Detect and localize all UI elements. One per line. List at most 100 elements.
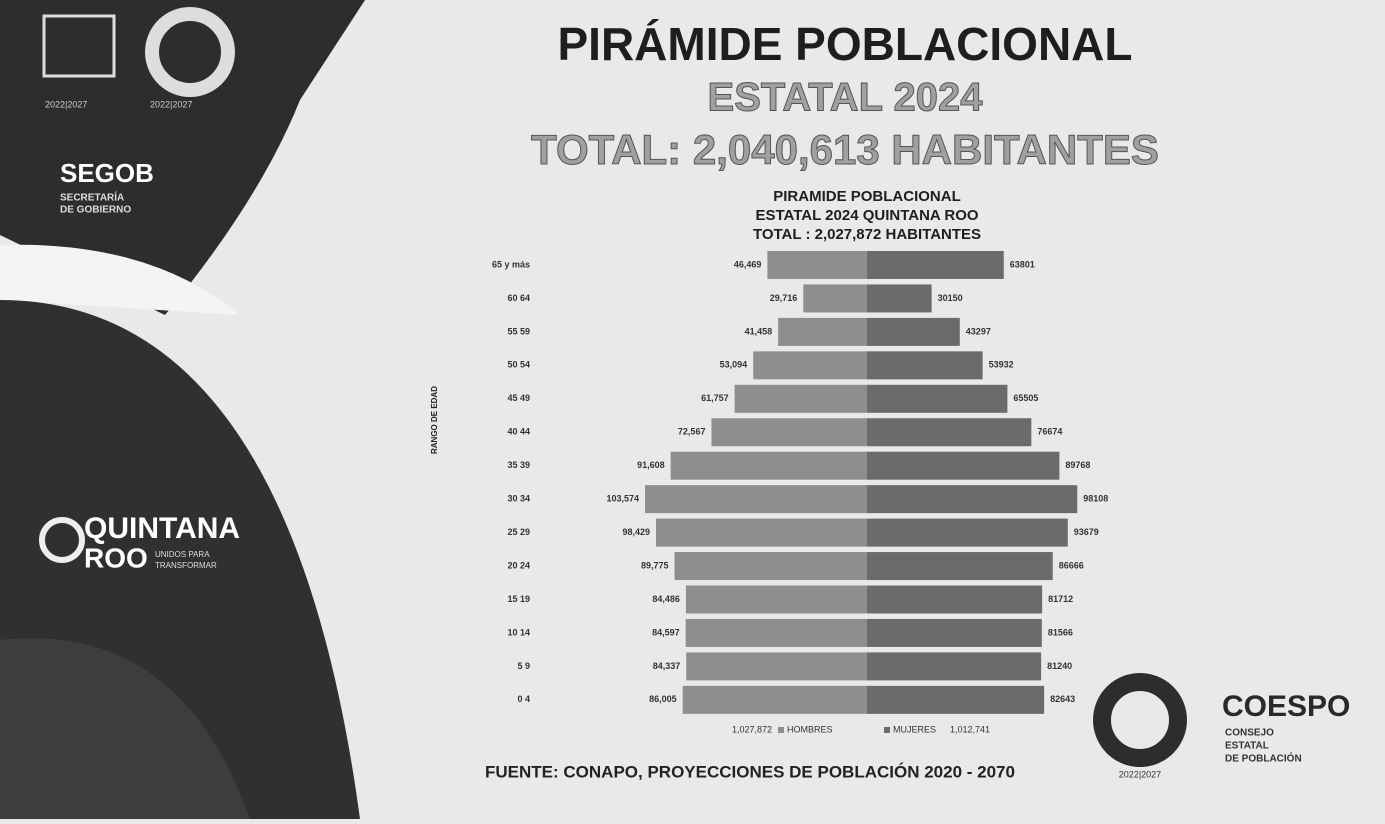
- bar: [674, 552, 867, 581]
- legend-total: 1,027,872: [732, 724, 772, 734]
- bar: [867, 652, 1042, 681]
- value-label: 89768: [1065, 460, 1090, 470]
- left-panel-arc: [0, 638, 250, 819]
- age-label: 0 4: [517, 694, 530, 704]
- bar: [767, 251, 867, 279]
- coespo-sub: ESTATAL: [1225, 741, 1269, 752]
- value-label: 81712: [1048, 594, 1073, 604]
- bar: [867, 518, 1068, 547]
- legend-total: 1,012,741: [950, 724, 990, 734]
- value-label: 103,574: [606, 494, 639, 504]
- period-label: 2022|2027: [150, 99, 192, 109]
- age-label: 60 64: [507, 293, 530, 303]
- age-label: 15 19: [507, 594, 530, 604]
- value-label: 43297: [966, 326, 991, 336]
- bar: [867, 451, 1060, 480]
- bar: [867, 317, 960, 346]
- bar: [867, 552, 1053, 581]
- bar: [867, 351, 983, 380]
- left-panel-top: [0, 0, 365, 315]
- age-label: 10 14: [507, 627, 530, 637]
- white-curve: [0, 244, 240, 315]
- value-label: 98,429: [622, 527, 650, 537]
- value-label: 86666: [1059, 560, 1084, 570]
- coespo-logo: COESPO: [1222, 690, 1350, 723]
- chart-title: TOTAL : 2,027,872 HABITANTES: [753, 226, 981, 243]
- bar: [867, 485, 1078, 514]
- bar: [867, 251, 1004, 279]
- age-label: 55 59: [507, 326, 530, 336]
- chart-title: ESTATAL 2024 QUINTANA ROO: [755, 207, 978, 224]
- period-label: 2022|2027: [45, 99, 87, 109]
- segob-sub: SECRETARÍA: [60, 191, 124, 204]
- chart-title: PIRAMIDE POBLACIONAL: [773, 188, 961, 205]
- value-label: 53932: [989, 360, 1014, 370]
- legend-swatch: [884, 727, 890, 733]
- value-label: 81240: [1047, 661, 1072, 671]
- coespo-sub: DE POBLACIÓN: [1225, 752, 1302, 765]
- qroo-tag: UNIDOS PARA: [155, 550, 210, 559]
- y-axis-label: RANGO DE EDAD: [430, 386, 439, 454]
- value-label: 84,486: [652, 594, 680, 604]
- bar: [867, 384, 1008, 413]
- bar: [867, 284, 932, 313]
- q-logo-icon: [145, 7, 235, 97]
- age-label: 50 54: [507, 360, 530, 370]
- value-label: 84,597: [652, 627, 680, 637]
- source: FUENTE: CONAPO, PROYECCIONES DE POBLACIÓ…: [485, 762, 1015, 781]
- age-label: 30 34: [507, 494, 530, 504]
- bar: [753, 351, 867, 380]
- bar: [803, 284, 867, 313]
- bar: [867, 685, 1045, 714]
- age-label: 65 y más: [492, 259, 530, 269]
- bar: [685, 618, 867, 647]
- bar: [778, 317, 867, 346]
- bar: [685, 585, 867, 614]
- coespo-sub: CONSEJO: [1225, 728, 1274, 739]
- bar: [670, 451, 867, 480]
- value-label: 76674: [1037, 427, 1062, 437]
- value-label: 61,757: [701, 393, 729, 403]
- value-label: 93679: [1074, 527, 1099, 537]
- qroo-icon: [39, 517, 85, 563]
- value-label: 82643: [1050, 694, 1075, 704]
- page-subtitle: ESTATAL 2024: [708, 76, 984, 120]
- qroo-logo: ROO: [84, 542, 148, 573]
- age-label: 40 44: [507, 427, 530, 437]
- segob-sub: DE GOBIERNO: [60, 205, 131, 216]
- bar: [867, 618, 1042, 647]
- legend-label: MUJERES: [893, 724, 936, 734]
- segob-logo: SEGOB: [60, 158, 154, 188]
- value-label: 84,337: [653, 661, 681, 671]
- bar: [682, 685, 867, 714]
- qroo-tag: TRANSFORMAR: [155, 561, 217, 570]
- page-title: PIRÁMIDE POBLACIONAL: [558, 18, 1133, 70]
- value-label: 89,775: [641, 560, 669, 570]
- value-label: 46,469: [734, 259, 762, 269]
- value-label: 63801: [1010, 259, 1035, 269]
- age-label: 5 9: [517, 661, 530, 671]
- value-label: 29,716: [770, 293, 798, 303]
- coespo-icon: [1093, 673, 1187, 767]
- legend-swatch: [778, 727, 784, 733]
- bar: [645, 485, 867, 514]
- bar: [867, 418, 1032, 447]
- age-label: 20 24: [507, 560, 530, 570]
- period-label: 2022|2027: [1119, 769, 1161, 779]
- value-label: 65505: [1013, 393, 1038, 403]
- legend-label: HOMBRES: [787, 724, 833, 734]
- value-label: 72,567: [678, 427, 706, 437]
- shield-icon: [42, 14, 116, 78]
- value-label: 41,458: [745, 326, 773, 336]
- page-total: TOTAL: 2,040,613 HABITANTES: [531, 126, 1159, 173]
- age-label: 25 29: [507, 527, 530, 537]
- bar: [686, 652, 867, 681]
- bar: [734, 384, 867, 413]
- value-label: 98108: [1083, 494, 1108, 504]
- value-label: 86,005: [649, 694, 677, 704]
- bar: [711, 418, 867, 447]
- age-label: 35 39: [507, 460, 530, 470]
- age-label: 45 49: [507, 393, 530, 403]
- qroo-logo: QUINTANA: [84, 512, 240, 545]
